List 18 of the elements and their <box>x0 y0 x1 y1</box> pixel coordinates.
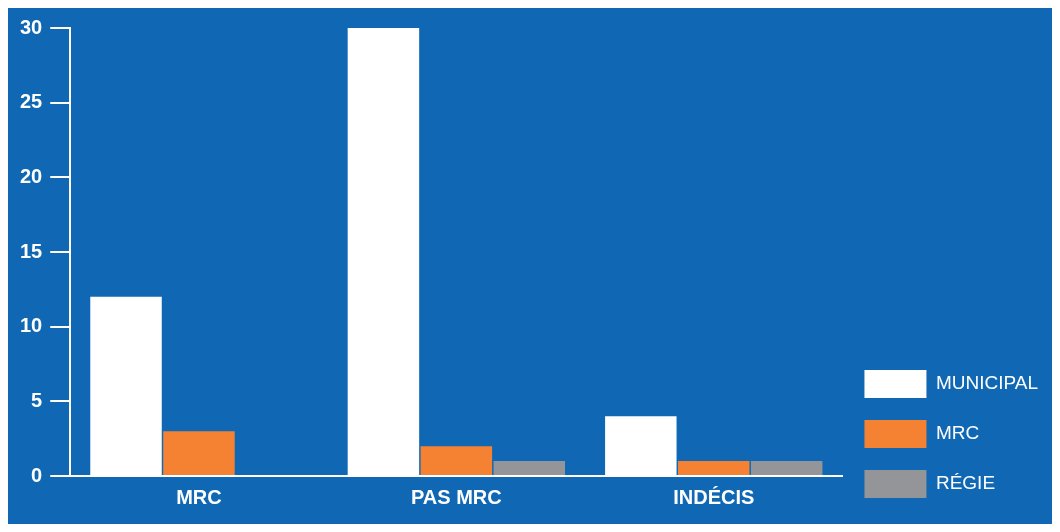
legend-label: MUNICIPAL <box>935 372 1039 394</box>
y-tick-label: 25 <box>20 90 43 113</box>
x-tick-label: PAS MRC <box>410 485 502 508</box>
legend-label: MRC <box>935 422 980 444</box>
y-tick-label: 15 <box>20 239 43 262</box>
y-tick-label: 0 <box>31 463 43 486</box>
x-tick-label: MRC <box>176 485 222 508</box>
bar <box>678 461 750 475</box>
bar <box>493 461 566 475</box>
bar <box>750 461 823 475</box>
bar <box>420 446 493 475</box>
y-tick-label: 20 <box>20 164 43 187</box>
y-tick-label: 5 <box>31 388 43 411</box>
legend-label: RÉGIE <box>935 472 996 494</box>
y-tick-label: 30 <box>20 15 43 38</box>
x-tick-label: INDÉCIS <box>673 485 755 508</box>
bar <box>163 431 235 475</box>
y-tick-label: 10 <box>20 314 43 337</box>
